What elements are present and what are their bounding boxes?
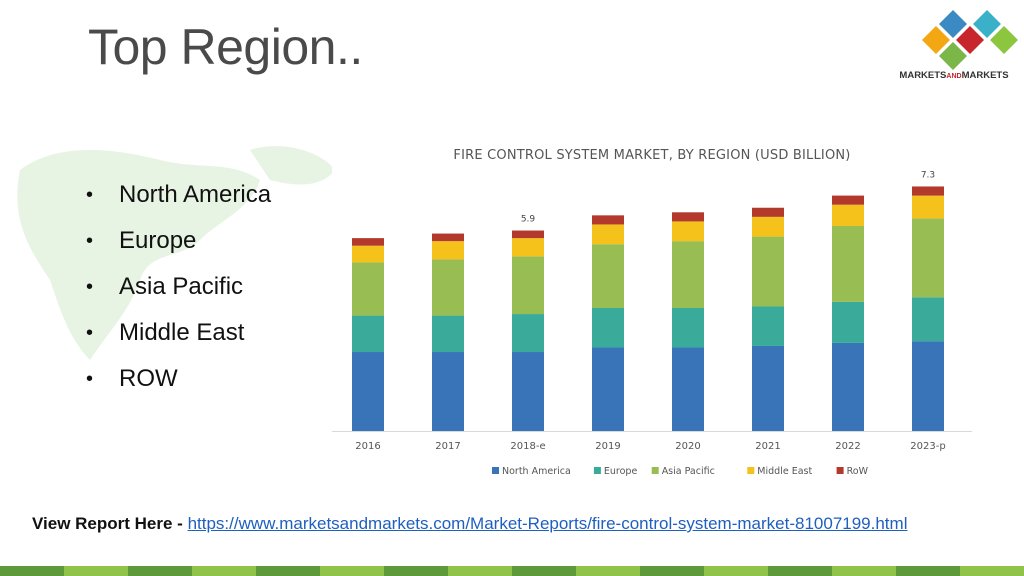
bullet-item: • North America: [84, 172, 271, 218]
stripe-segment: [320, 566, 384, 576]
bar-segment: [352, 245, 384, 263]
stripe-segment: [768, 566, 832, 576]
region-market-chart: FIRE CONTROL SYSTEM MARKET, BY REGION (U…: [332, 138, 972, 488]
bar-segment: [512, 352, 544, 431]
bar-segment: [752, 236, 784, 307]
x-tick-label: 2023-p: [910, 441, 945, 452]
bar-segment: [592, 244, 624, 308]
report-footer: View Report Here - https://www.marketsan…: [32, 512, 1002, 535]
bar-segment: [432, 352, 464, 431]
stripe-segment: [640, 566, 704, 576]
bullet-dot-icon: •: [86, 322, 94, 344]
logo-diamonds-icon: [922, 10, 1018, 70]
bar-segment: [832, 195, 864, 205]
data-label: 5.9: [521, 215, 536, 225]
stripe-segment: [960, 566, 1024, 576]
legend-label: Asia Pacific: [662, 466, 715, 477]
stripe-segment: [128, 566, 192, 576]
slide-title: Top Region..: [88, 19, 363, 75]
bar-segment: [432, 233, 464, 242]
bar-segment: [592, 347, 624, 431]
bar-segment: [352, 238, 384, 246]
bar-segment: [432, 259, 464, 316]
bullet-item: • Middle East: [84, 310, 271, 356]
bullet-item: • Asia Pacific: [84, 264, 271, 310]
legend-swatch: [593, 467, 601, 474]
legend-label: North America: [502, 466, 571, 477]
bar-segment: [672, 221, 704, 242]
stripe-segment: [0, 566, 64, 576]
bar-segment: [832, 225, 864, 302]
bar-segment: [752, 345, 784, 431]
stripe-segment: [256, 566, 320, 576]
bar-segment: [512, 314, 544, 353]
bar-segment: [672, 241, 704, 308]
bar-segment: [592, 224, 624, 245]
legend-label: RoW: [847, 466, 869, 477]
bar-segment: [592, 307, 624, 348]
bar-segment: [752, 216, 784, 237]
stripe-segment: [576, 566, 640, 576]
x-tick-label: 2018-e: [510, 441, 545, 452]
marketsandmarkets-logo: MARKETSANDMARKETS: [884, 2, 1024, 90]
world-map-watermark: [17, 146, 335, 360]
legend-label: Europe: [604, 466, 638, 477]
bar-segment: [832, 301, 864, 343]
bar-segment: [912, 186, 944, 196]
report-link[interactable]: https://www.marketsandmarkets.com/Market…: [187, 514, 908, 533]
bar-segment: [352, 262, 384, 316]
bar-segment: [432, 241, 464, 260]
x-tick-label: 2019: [595, 441, 620, 452]
bar-segment: [432, 315, 464, 353]
stacked-bar-chart: 2016 2017 2018-e 5.9 2019 2020 2021 2022 2023-p 7…: [332, 170, 972, 477]
bar-segment: [832, 204, 864, 226]
stripe-segment: [192, 566, 256, 576]
bullet-dot-icon: •: [86, 368, 94, 390]
logo-text: MARKETSANDMARKETS: [899, 70, 1009, 81]
x-tick-label: 2022: [835, 441, 860, 452]
bar-segment: [912, 195, 944, 219]
chart-title: FIRE CONTROL SYSTEM MARKET, BY REGION (U…: [453, 148, 851, 163]
x-tick-label: 2016: [355, 441, 380, 452]
stripe-segment: [896, 566, 960, 576]
bullet-dot-icon: •: [86, 276, 94, 298]
legend-label: Middle East: [757, 466, 812, 477]
legend-swatch: [492, 467, 499, 474]
bar-segment: [752, 306, 784, 346]
bar-segment: [672, 347, 704, 431]
legend-swatch: [747, 467, 755, 474]
bar-segment: [912, 297, 944, 342]
stripe-segment: [448, 566, 512, 576]
bar-segment: [752, 207, 784, 217]
bar-segment: [352, 352, 384, 431]
bar-segment: [512, 256, 544, 315]
bullet-item: • Europe: [84, 218, 271, 264]
x-tick-label: 2020: [675, 441, 700, 452]
bullet-dot-icon: •: [86, 184, 94, 206]
footer-stripe: [0, 566, 1024, 576]
bar-segment: [912, 341, 944, 431]
bar-segment: [912, 218, 944, 298]
bar-segment: [512, 230, 544, 239]
stripe-segment: [384, 566, 448, 576]
bar-segment: [672, 307, 704, 348]
bullet-item: • ROW: [84, 356, 271, 402]
stripe-segment: [64, 566, 128, 576]
bar-segment: [512, 238, 544, 257]
bar-segment: [592, 215, 624, 225]
stripe-segment: [512, 566, 576, 576]
stripe-segment: [832, 566, 896, 576]
legend-swatch: [836, 467, 844, 474]
x-tick-label: 2017: [435, 441, 460, 452]
legend-swatch: [651, 467, 659, 474]
region-bullet-list: • North America • Europe • Asia Pacific • Mi…: [84, 172, 271, 402]
bar-segment: [672, 212, 704, 222]
bar-segment: [832, 342, 864, 431]
footer-lead-text: View Report Here -: [32, 514, 188, 533]
data-label: 7.3: [921, 170, 935, 180]
bar-segment: [352, 315, 384, 353]
x-tick-label: 2021: [755, 441, 780, 452]
stripe-segment: [704, 566, 768, 576]
bullet-dot-icon: •: [86, 230, 94, 252]
